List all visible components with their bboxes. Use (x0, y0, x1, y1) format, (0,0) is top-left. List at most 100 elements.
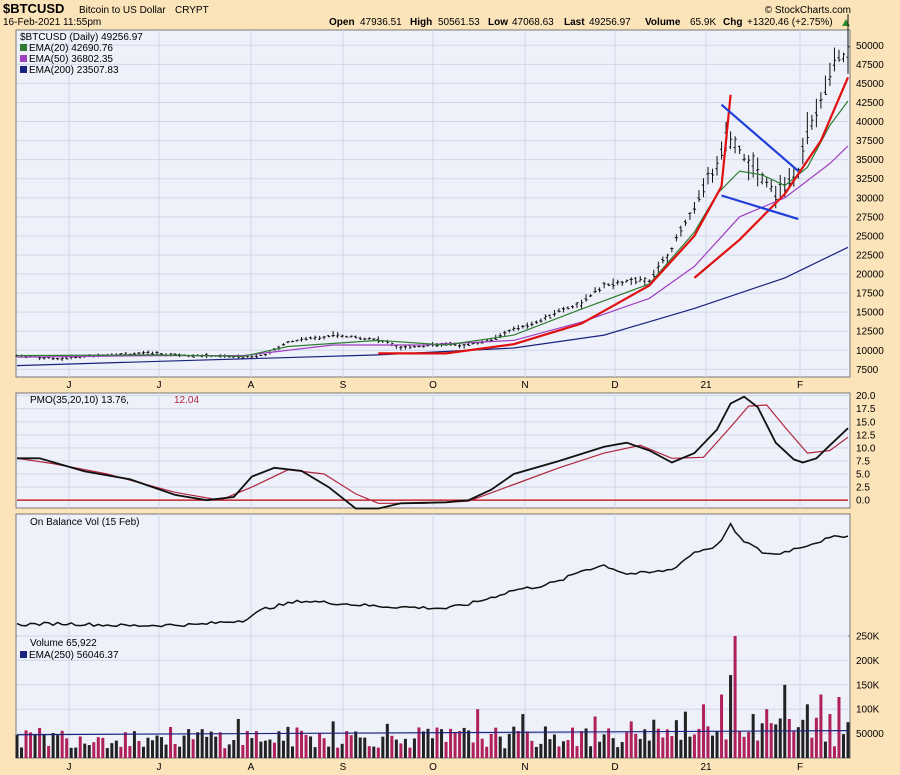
volume-bar (557, 746, 561, 758)
volume-bar (227, 744, 231, 758)
volume-bar (318, 733, 322, 758)
pmo-axis-tick: 7.5 (856, 456, 870, 467)
volume-bar (150, 740, 154, 758)
volume-axis-tick: 250K (856, 632, 880, 643)
volume-bar (47, 745, 51, 758)
month-tick-label: 21 (700, 380, 712, 391)
volume-bar (525, 731, 529, 758)
volume-bar (715, 731, 719, 758)
up-arrow-icon (842, 19, 850, 26)
price-axis-tick: 47500 (856, 60, 884, 71)
volume-bar (340, 743, 344, 758)
volume-bar (634, 733, 638, 758)
volume-bar (593, 716, 597, 758)
price-axis-tick: 40000 (856, 117, 884, 128)
volume-bar (733, 636, 737, 758)
volume-bar (616, 747, 620, 758)
volume-bar (200, 729, 204, 758)
volume-axis-tick: 50000 (856, 729, 884, 740)
pmo-axis-tick: 5.0 (856, 470, 870, 481)
volume-bar (471, 742, 475, 758)
volume-bar (485, 746, 489, 758)
chart-date: 16-Feb-2021 11:55pm (3, 17, 101, 28)
volume-bar (589, 746, 593, 758)
volume-bar (24, 730, 28, 758)
volume-bar (385, 723, 389, 758)
volume-bar (629, 721, 633, 758)
volume-bar (155, 735, 159, 758)
trendline (720, 103, 800, 172)
volume-bar (105, 748, 109, 758)
month-tick-label: A (248, 380, 255, 391)
volume-bar (137, 741, 141, 758)
volume-bar (476, 709, 480, 758)
volume-bar (376, 747, 380, 758)
low-label: Low (488, 17, 508, 28)
volume-bar (381, 736, 385, 758)
chg-value: +1320.46 (+2.75%) (747, 17, 833, 28)
price-axis-tick: 30000 (856, 193, 884, 204)
volume-bar (286, 726, 290, 758)
volume-bar (123, 732, 127, 758)
chart-exchange: CRYPT (175, 5, 209, 16)
price-legend: $BTCUSD (Daily) 49256.97 EMA(20) 42690.7… (20, 32, 143, 76)
month-tick-label: 21 (700, 762, 712, 773)
volume-bar (277, 731, 281, 758)
volume-ema-line (16, 730, 849, 736)
last-label: Last (564, 17, 585, 28)
volume-bar (331, 721, 335, 758)
price-axis-tick: 50000 (856, 41, 884, 52)
volume-bar (38, 727, 42, 758)
price-axis-tick: 42500 (856, 98, 884, 109)
volume-bar (449, 728, 453, 758)
volume-bar (218, 732, 222, 758)
volume-bar (164, 744, 168, 758)
volume-bar (141, 746, 145, 758)
volume-bar (78, 736, 82, 758)
volume-bar (119, 746, 123, 758)
volume-bar (679, 739, 683, 758)
volume-bar (584, 728, 588, 758)
volume-bar (521, 714, 525, 758)
volume-bar (706, 726, 710, 758)
volume-bar (810, 737, 814, 758)
price-axis-tick: 17500 (856, 289, 884, 300)
volume-axis-tick: 200K (856, 656, 880, 667)
volume-bar (652, 719, 656, 758)
volume-bar (304, 734, 308, 758)
month-tick-label: F (797, 380, 803, 391)
volume-bar (498, 736, 502, 758)
month-tick-label: S (340, 762, 347, 773)
volume-bar (128, 746, 132, 758)
volume-bar (372, 746, 376, 758)
volume-bar (783, 684, 787, 758)
month-tick-label: J (67, 762, 72, 773)
volume-bar (512, 726, 516, 758)
pmo-axis-tick: 12.5 (856, 430, 876, 441)
volume-bar (313, 747, 317, 758)
volume-bar (435, 727, 439, 758)
volume-bar (823, 741, 827, 758)
month-tick-label: O (429, 762, 437, 773)
volume-bar (738, 731, 742, 758)
month-tick-label: D (611, 380, 618, 391)
legend-swatch-ema250 (20, 651, 27, 658)
price-axis-tick: 37500 (856, 136, 884, 147)
volume-bar (421, 731, 425, 758)
volume-bar (417, 727, 421, 758)
volume-bar (846, 722, 850, 758)
volume-bar (295, 727, 299, 758)
volume-bar (56, 735, 60, 758)
legend-ema200: EMA(200) 23507.83 (29, 65, 119, 76)
volume-bar (232, 740, 236, 758)
open-value: 47936.51 (360, 17, 402, 28)
volume-bar (561, 741, 565, 758)
price-axis-tick: 45000 (856, 79, 884, 90)
high-value: 50561.53 (438, 17, 480, 28)
volume-bar (96, 737, 100, 758)
brand-logo[interactable]: © StockCharts.com (765, 5, 851, 16)
volume-bar (575, 746, 579, 758)
pmo-signal-line (16, 404, 849, 504)
volume-axis-tick: 150K (856, 680, 880, 691)
volume-bar (760, 723, 764, 758)
